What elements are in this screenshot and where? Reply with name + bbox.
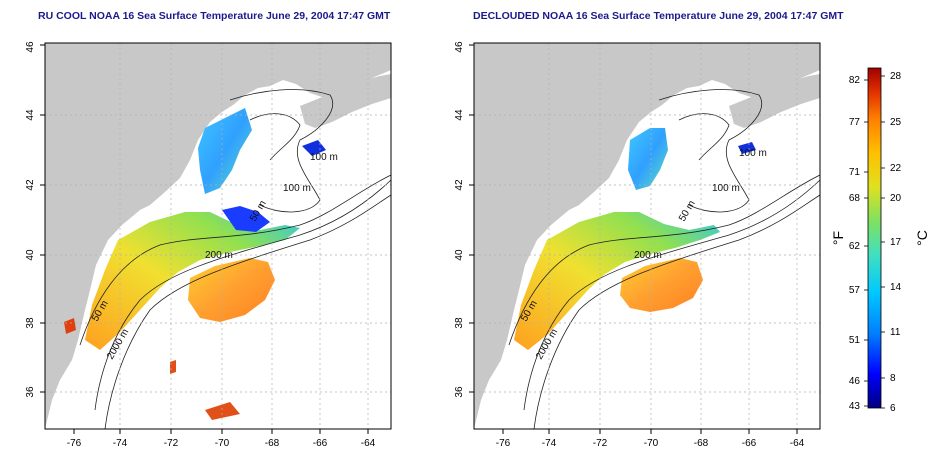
land-nova-scotia <box>729 74 820 128</box>
fahrenheit-tick-label: 57 <box>849 285 861 296</box>
fahrenheit-unit-label: °F <box>830 231 846 245</box>
fahrenheit-tick-label: 51 <box>849 335 861 346</box>
x-tick-label: -76 <box>496 438 511 449</box>
grid-lines <box>45 43 391 429</box>
y-tick-label: 40 <box>454 249 465 261</box>
sst-shelf-patch <box>85 212 300 350</box>
contour-label: 100 m <box>712 183 740 194</box>
temperature-colorbar: 82 77 71 68 62 57 51 46 43 28 25 22 20 1… <box>830 67 930 414</box>
celsius-tick-label: 6 <box>890 403 896 414</box>
y-tick-label: 42 <box>454 179 465 191</box>
celsius-tick-label: 8 <box>890 373 896 384</box>
x-tick-label: -70 <box>644 438 659 449</box>
contour-label: 100 m <box>310 152 338 163</box>
sst-gulf-maine <box>628 128 668 190</box>
fahrenheit-tick-label: 68 <box>849 193 861 204</box>
colorbar-gradient <box>867 67 882 409</box>
y-tick-label: 38 <box>454 317 465 329</box>
celsius-tick-label: 22 <box>890 163 902 174</box>
left-map-panel: 100 m 100 m 50 m 200 m 50 m 2000 m -76 -… <box>25 41 392 449</box>
y-tick-label: 42 <box>25 179 36 191</box>
x-tick-label: -64 <box>790 438 805 449</box>
land-mass <box>474 43 820 429</box>
x-tick-label: -66 <box>742 438 757 449</box>
grid-lines <box>474 43 820 429</box>
land-mass <box>45 43 391 429</box>
celsius-tick-label: 11 <box>890 327 901 338</box>
celsius-tick-label: 17 <box>890 237 902 248</box>
y-tick-label: 46 <box>25 41 36 53</box>
x-tick-label: -70 <box>215 438 230 449</box>
celsius-tick-label: 14 <box>890 282 902 293</box>
sst-offshore-warm <box>620 258 703 312</box>
fahrenheit-tick-label: 46 <box>849 376 861 387</box>
x-tick-label: -72 <box>164 438 179 449</box>
x-tick-label: -74 <box>542 438 557 449</box>
y-tick-label: 46 <box>454 41 465 53</box>
right-map-panel: 100 m 100 m 50 m 200 m 50 m 2000 m -76 -… <box>454 41 821 449</box>
fahrenheit-tick-label: 43 <box>849 401 861 412</box>
x-tick-label: -64 <box>361 438 376 449</box>
land-nova-scotia <box>300 74 391 128</box>
y-tick-label: 38 <box>25 317 36 329</box>
sst-hot-streaks <box>170 360 240 420</box>
celsius-tick-label: 28 <box>890 71 902 82</box>
y-tick-label: 40 <box>25 249 36 261</box>
x-tick-label: -68 <box>694 438 709 449</box>
x-tick-label: -66 <box>313 438 328 449</box>
right-panel-title: DECLOUDED NOAA 16 Sea Surface Temperatur… <box>473 10 844 22</box>
x-tick-label: -76 <box>67 438 82 449</box>
celsius-unit-label: °C <box>914 230 930 246</box>
x-tick-label: -68 <box>265 438 280 449</box>
fahrenheit-tick-label: 82 <box>849 75 861 86</box>
celsius-tick-label: 20 <box>890 193 902 204</box>
y-tick-label: 44 <box>454 109 465 121</box>
fahrenheit-tick-label: 62 <box>849 241 861 252</box>
left-map-frame <box>44 42 392 430</box>
contour-label: 200 m <box>634 250 662 261</box>
contour-label: 100 m <box>283 183 311 194</box>
sst-shelf-patch <box>514 212 720 350</box>
fahrenheit-tick-label: 77 <box>849 117 861 128</box>
contour-label: 200 m <box>205 250 233 261</box>
fahrenheit-tick-label: 71 <box>849 167 861 178</box>
contour-label: 100 m <box>739 148 767 159</box>
celsius-tick-label: 25 <box>890 117 902 128</box>
sst-hot-spot <box>64 318 76 334</box>
right-map-frame <box>473 42 821 430</box>
sst-cold-spot <box>738 142 756 154</box>
x-tick-label: -74 <box>113 438 128 449</box>
y-tick-label: 44 <box>25 109 36 121</box>
sst-cold-georges <box>222 206 270 232</box>
left-panel-title: RU COOL NOAA 16 Sea Surface Temperature … <box>38 10 391 22</box>
y-tick-label: 36 <box>25 386 36 398</box>
sst-gulf-maine <box>198 108 252 194</box>
x-tick-label: -72 <box>593 438 608 449</box>
y-tick-label: 36 <box>454 386 465 398</box>
